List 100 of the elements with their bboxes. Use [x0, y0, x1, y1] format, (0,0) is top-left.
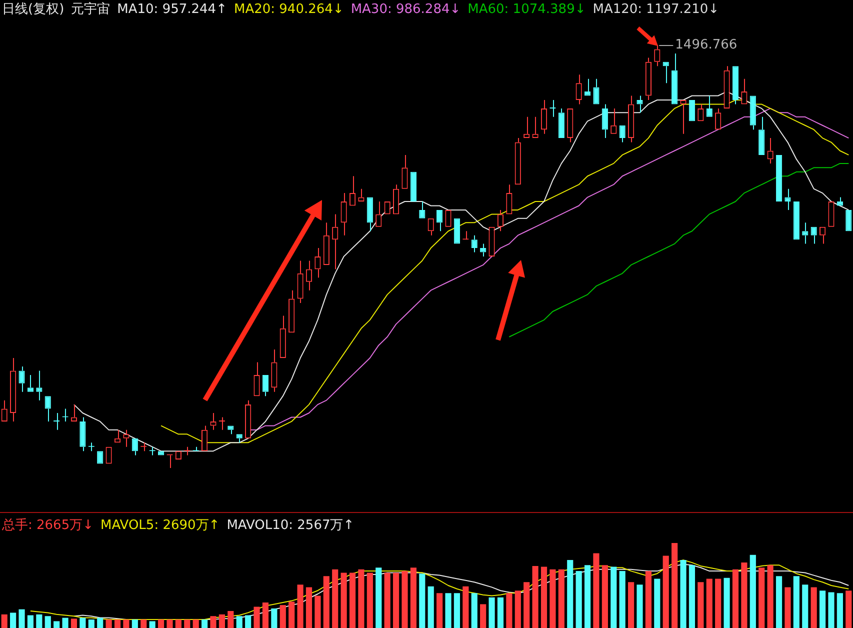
bar	[836, 593, 843, 628]
candlestick	[254, 362, 260, 396]
bar	[140, 620, 147, 628]
candlestick	[245, 400, 252, 438]
bar	[732, 569, 739, 628]
candlestick	[672, 52, 678, 104]
bar	[280, 605, 286, 628]
bar	[488, 597, 495, 628]
candlestick	[636, 95, 643, 114]
bar	[793, 576, 800, 628]
bar	[323, 576, 330, 628]
bar	[297, 584, 304, 628]
text: MA10: 957.244↑	[117, 2, 227, 18]
bar	[1, 614, 8, 628]
legend-label: MA120: 1197.210↓	[592, 2, 720, 18]
bar	[462, 586, 469, 628]
bar	[332, 569, 338, 628]
candlestick	[18, 366, 25, 392]
candlestick	[392, 184, 400, 214]
bar	[645, 571, 652, 628]
candlestick	[36, 370, 42, 401]
bar	[210, 616, 216, 628]
bar	[419, 574, 426, 628]
bar	[158, 620, 164, 628]
bar	[619, 571, 626, 628]
bar	[202, 620, 208, 628]
bar	[480, 604, 486, 628]
candlestick	[724, 66, 730, 108]
bar	[106, 620, 112, 628]
bar	[44, 616, 51, 628]
bar	[340, 572, 347, 628]
bar	[54, 621, 60, 628]
bar	[228, 611, 234, 628]
bar	[672, 543, 678, 628]
bar	[636, 584, 643, 628]
candlestick	[602, 104, 608, 139]
candlestick	[288, 290, 295, 333]
candlestick	[584, 78, 591, 96]
candlestick	[349, 176, 356, 206]
candlestick	[628, 95, 634, 143]
bar	[471, 593, 478, 628]
bar	[846, 590, 852, 628]
bar	[384, 572, 390, 628]
chart-subtitle: 元宇宙	[71, 2, 110, 18]
bar	[132, 620, 138, 628]
bar	[706, 578, 712, 628]
bar	[62, 618, 68, 628]
bar	[524, 582, 530, 628]
bar	[366, 572, 373, 628]
bar	[358, 569, 364, 628]
bar	[750, 554, 756, 628]
bar	[314, 596, 321, 628]
bar	[567, 560, 574, 628]
bar	[819, 590, 826, 628]
bar	[236, 616, 242, 628]
candlestick	[80, 416, 86, 452]
bar	[802, 584, 808, 628]
bar	[10, 612, 16, 628]
bar	[349, 572, 356, 628]
text: MA30: 986.284↓	[350, 2, 461, 18]
bar	[392, 572, 400, 628]
text: MAVOL10: 2567万↑	[226, 518, 354, 534]
text: MA20: 940.264↓	[234, 2, 344, 18]
bar	[558, 569, 564, 628]
candlestick	[514, 138, 521, 185]
bar	[27, 615, 34, 628]
bar	[97, 618, 104, 628]
bar	[698, 582, 704, 628]
candlestick	[506, 184, 512, 214]
bar	[376, 568, 382, 628]
bar	[828, 592, 834, 628]
candlestick	[558, 108, 564, 138]
bar	[271, 608, 278, 628]
bar	[810, 587, 817, 628]
bar	[758, 568, 765, 628]
bar	[514, 590, 521, 628]
bar	[402, 571, 408, 628]
bar	[175, 620, 182, 628]
bar	[576, 571, 582, 628]
annotation: 1496.766	[675, 37, 738, 52]
candlestick	[758, 116, 765, 155]
bar	[288, 602, 295, 628]
candlestick	[402, 154, 408, 189]
bar	[497, 597, 504, 628]
bar	[436, 593, 443, 628]
candlestick	[280, 315, 286, 358]
candlestick	[480, 243, 486, 257]
bar	[654, 578, 660, 628]
bar	[628, 582, 634, 628]
candlestick	[741, 78, 748, 104]
text: 总手: 2665万↓	[2, 518, 94, 534]
candlestick	[323, 222, 330, 265]
candlestick	[332, 214, 338, 270]
bar	[662, 556, 669, 628]
candlestick	[262, 374, 269, 397]
chart-title: 日线(复权)	[2, 2, 64, 18]
candlestick	[784, 188, 791, 210]
bar	[192, 620, 199, 628]
candlestick	[732, 66, 739, 105]
bar	[784, 587, 791, 628]
